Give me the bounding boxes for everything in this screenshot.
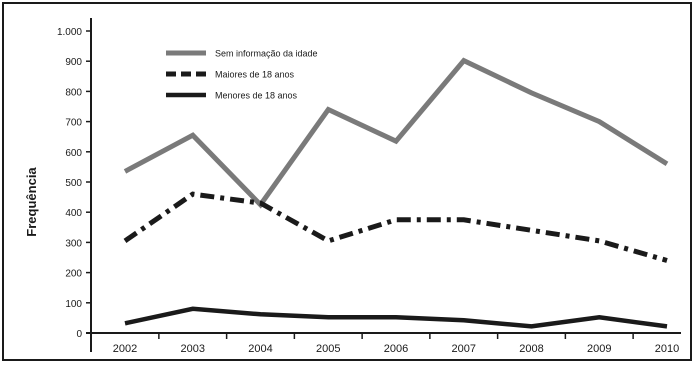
y-axis: 0 100 200 300 400 500 600 700 800 900 1.000	[57, 18, 92, 352]
y-tick-label: 200	[65, 269, 82, 280]
x-tick-label: 2004	[248, 343, 272, 355]
y-tick-label: 600	[65, 148, 82, 159]
x-tick-label: 2007	[452, 343, 476, 355]
y-tick-label: 1.000	[57, 27, 82, 38]
legend-label: Sem informação da idade	[215, 49, 318, 59]
x-tick-label: 2002	[113, 343, 137, 355]
y-tick-label: 800	[65, 87, 82, 98]
series-line-2	[123, 191, 668, 263]
series-line-3	[124, 306, 668, 329]
x-tick-label: 2006	[384, 343, 408, 355]
y-tick-label: 700	[65, 118, 82, 129]
series-line-1	[123, 57, 669, 209]
y-tick-label: 400	[65, 208, 82, 219]
y-axis-label: Frequência	[24, 167, 39, 237]
x-axis: 2002 2003 2004 2005 2006 2007 2008 2009 2010	[86, 332, 681, 355]
y-tick-label: 500	[65, 178, 82, 189]
x-tick-label: 2008	[519, 343, 543, 355]
legend: Sem informação da idade Maiores de 18 ano…	[166, 49, 318, 101]
x-tick-label: 2009	[587, 343, 611, 355]
x-tick-label: 2005	[316, 343, 340, 355]
legend-label: Menores de 18 anos	[215, 91, 298, 101]
y-tick-label: 300	[65, 238, 82, 249]
y-tick-label: 0	[76, 329, 82, 340]
x-tick-label: 2003	[181, 343, 205, 355]
y-tick-label: 100	[65, 299, 82, 310]
legend-label: Maiores de 18 anos	[215, 70, 295, 80]
y-tick-label: 900	[65, 57, 82, 68]
x-tick-label: 2010	[655, 343, 679, 355]
chart-frame	[2, 2, 692, 361]
series-lines	[123, 57, 669, 329]
